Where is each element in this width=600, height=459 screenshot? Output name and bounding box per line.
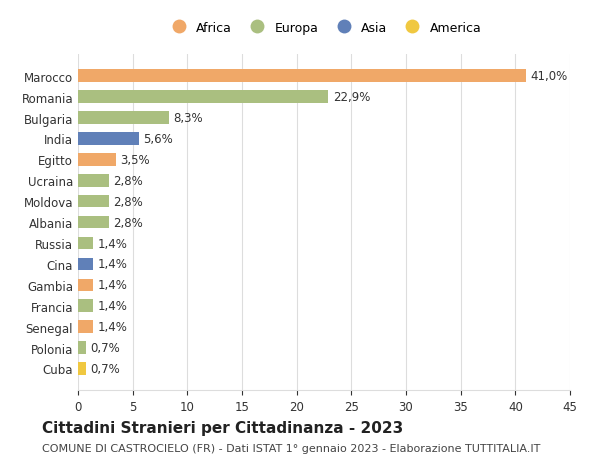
- Bar: [78, 279, 94, 291]
- Text: 8,3%: 8,3%: [173, 112, 203, 125]
- Text: 41,0%: 41,0%: [530, 70, 568, 83]
- Bar: [78, 133, 139, 146]
- Bar: [78, 341, 86, 354]
- Text: Cittadini Stranieri per Cittadinanza - 2023: Cittadini Stranieri per Cittadinanza - 2…: [42, 420, 403, 435]
- Bar: [78, 174, 109, 187]
- Text: 1,4%: 1,4%: [98, 258, 128, 271]
- Bar: [78, 91, 328, 104]
- Bar: [78, 70, 526, 83]
- Text: 5,6%: 5,6%: [143, 133, 173, 146]
- Bar: [78, 112, 169, 124]
- Text: 1,4%: 1,4%: [98, 320, 128, 333]
- Text: 22,9%: 22,9%: [333, 91, 370, 104]
- Text: 3,5%: 3,5%: [121, 154, 150, 167]
- Text: 2,8%: 2,8%: [113, 174, 143, 187]
- Bar: [78, 216, 109, 229]
- Bar: [78, 196, 109, 208]
- Text: 0,7%: 0,7%: [90, 341, 120, 354]
- Bar: [78, 154, 116, 166]
- Bar: [78, 321, 94, 333]
- Text: 1,4%: 1,4%: [98, 279, 128, 291]
- Bar: [78, 237, 94, 250]
- Text: 2,8%: 2,8%: [113, 216, 143, 229]
- Text: COMUNE DI CASTROCIELO (FR) - Dati ISTAT 1° gennaio 2023 - Elaborazione TUTTITALI: COMUNE DI CASTROCIELO (FR) - Dati ISTAT …: [42, 443, 541, 453]
- Bar: [78, 300, 94, 312]
- Text: 2,8%: 2,8%: [113, 195, 143, 208]
- Bar: [78, 363, 86, 375]
- Bar: [78, 258, 94, 271]
- Legend: Africa, Europa, Asia, America: Africa, Europa, Asia, America: [163, 18, 485, 38]
- Text: 0,7%: 0,7%: [90, 362, 120, 375]
- Text: 1,4%: 1,4%: [98, 237, 128, 250]
- Text: 1,4%: 1,4%: [98, 300, 128, 313]
